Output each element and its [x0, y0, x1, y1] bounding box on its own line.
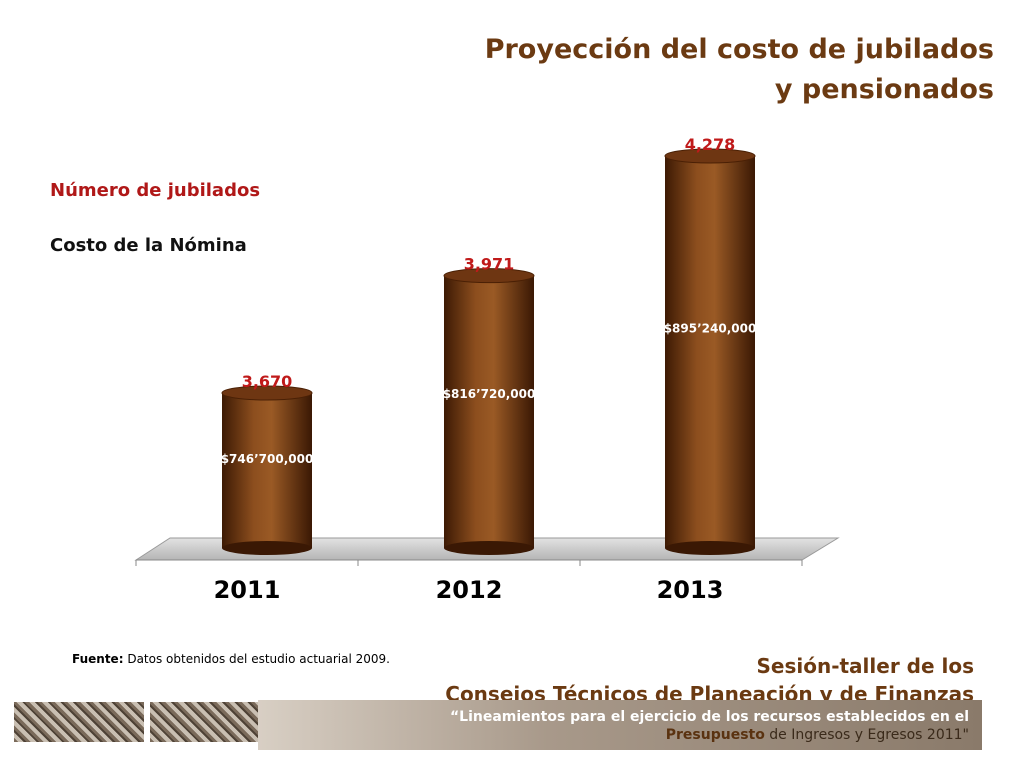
title-line-2: y pensionados [774, 74, 994, 105]
x-tick-label: 2012 [436, 576, 503, 604]
x-tick-label: 2011 [214, 576, 281, 604]
cost-label: $816’720,000 [443, 387, 536, 401]
source-text: Datos obtenidos del estudio actuarial 20… [127, 652, 390, 666]
x-tick-label: 2013 [657, 576, 724, 604]
bar-top [664, 148, 756, 164]
session-line-1: Sesión-taller de los [756, 654, 974, 678]
cost-label: $895’240,000 [664, 321, 757, 335]
legend-costo: Costo de la Nómina [50, 235, 247, 256]
legend-jubilados: Número de jubilados [50, 180, 261, 201]
count-label: 3,670 [242, 372, 293, 391]
seal-texture-left [14, 702, 144, 742]
bar-base [444, 541, 534, 555]
footer-band [258, 700, 982, 750]
bar-chart: 3,670 $746’700,000 2011 3,971 $816’720,000 20… [134, 135, 840, 604]
bar-base [222, 541, 312, 555]
bar-body [444, 275, 534, 548]
quote-rest: de Ingresos y Egresos 2011" [764, 727, 969, 743]
bar-2012 [443, 268, 535, 555]
bar-base [665, 541, 755, 555]
quote-line-1: “Lineamientos para el ejercicio de los r… [449, 709, 969, 725]
count-label: 3,971 [464, 255, 515, 274]
source-label: Fuente: [72, 652, 124, 666]
count-label: 4,278 [685, 135, 736, 154]
cost-label: $746’700,000 [221, 452, 314, 466]
title-line-1: Proyección del costo de jubilados [484, 34, 994, 65]
source-note: Fuente: Datos obtenidos del estudio actu… [72, 652, 390, 666]
slide-title: Proyección del costo de jubilados y pens… [485, 30, 994, 110]
quote-strong: Presupuesto [665, 727, 765, 743]
bar-top [221, 385, 313, 401]
bar-2011 [221, 385, 313, 555]
bar-body [222, 393, 312, 548]
bar-2013 [664, 148, 756, 555]
bar-top [443, 268, 535, 284]
footer-quote: “Lineamientos para el ejercicio de los r… [450, 708, 969, 744]
bar-body [665, 156, 755, 548]
